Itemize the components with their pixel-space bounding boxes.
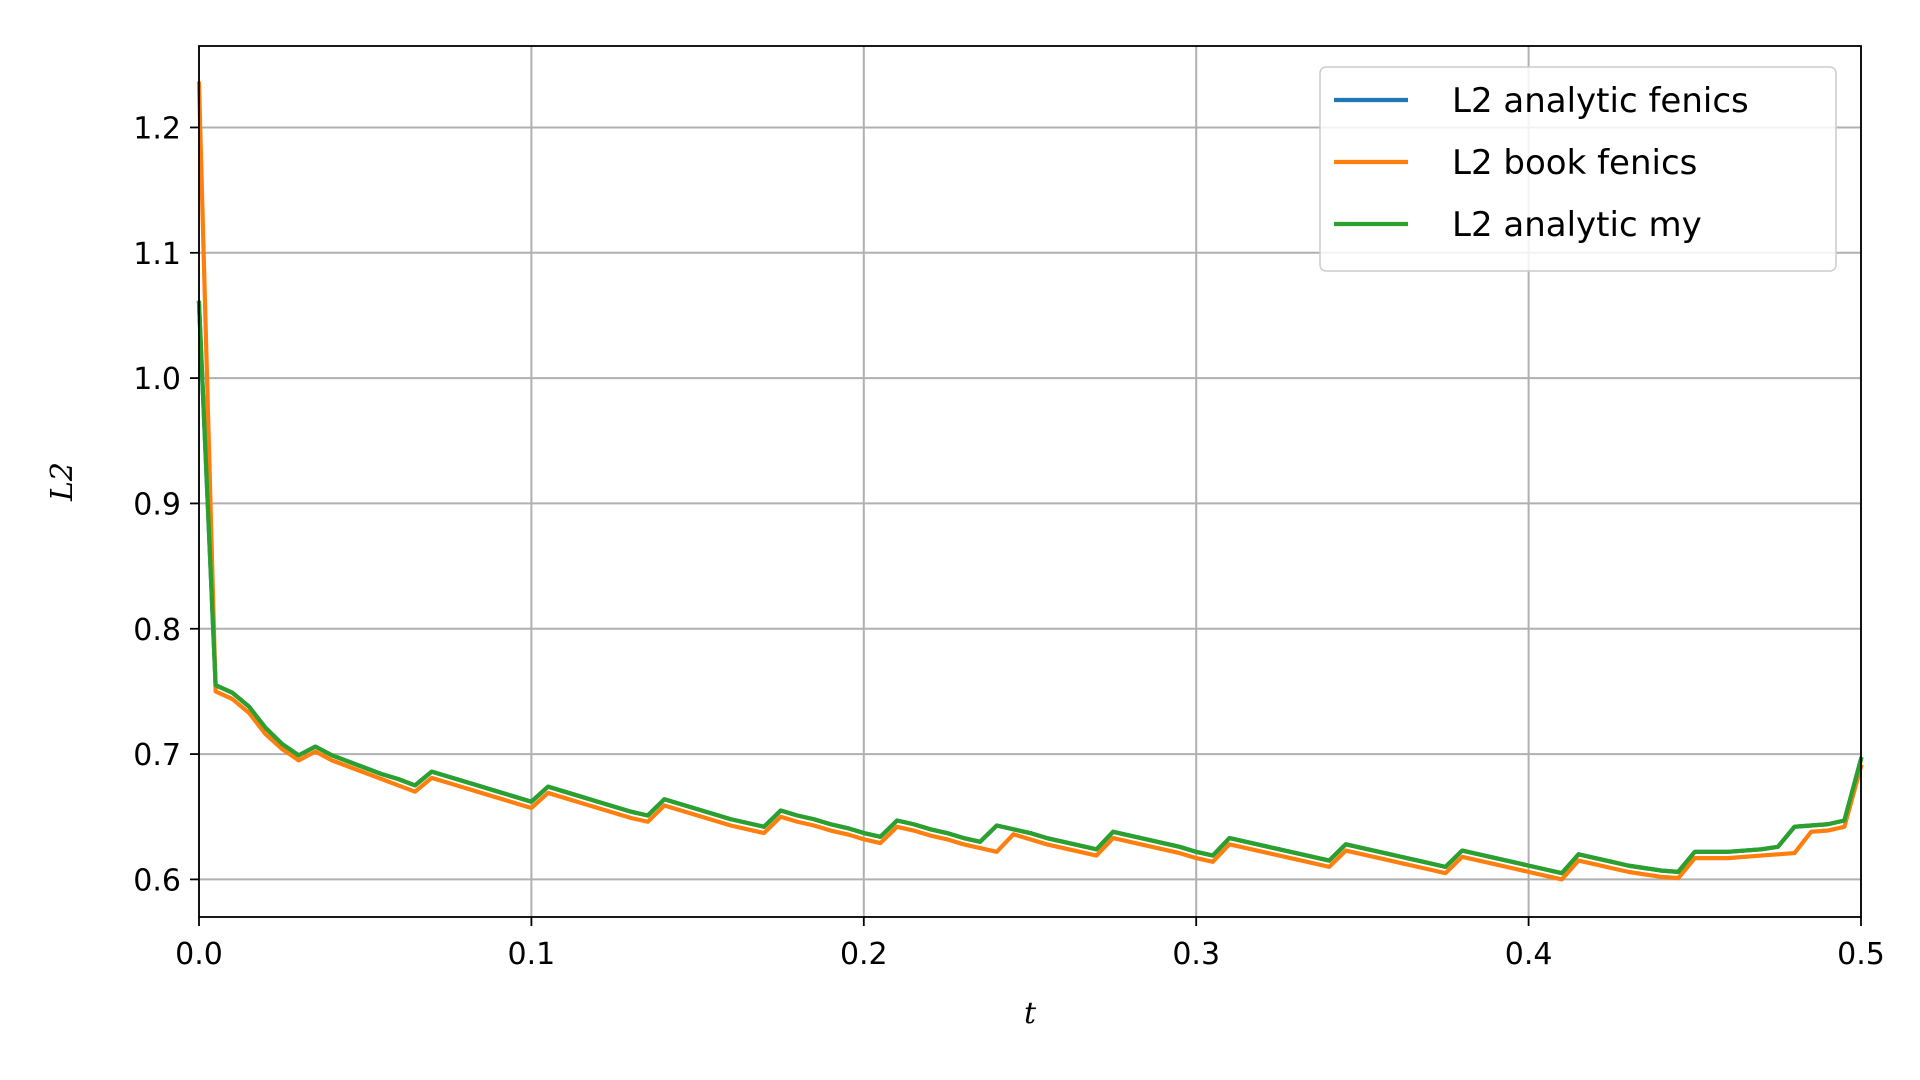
y-tick-label: 0.9 [133,487,181,522]
legend-box [1319,66,1837,272]
legend-label: L2 analytic my [1452,205,1702,245]
y-tick-label: 0.7 [133,738,181,773]
grid [198,46,1862,917]
axes-frame [198,45,1862,918]
y-tick-label: 0.6 [133,863,181,898]
series-line-3 [196,300,1864,876]
x-axis-label: t [1024,996,1037,1031]
y-tick-label: 1.1 [133,237,181,272]
x-tick-label: 0.0 [175,937,223,972]
y-tick-label: 0.8 [133,613,181,648]
legend: L2 analytic fenics L2 book fenics L2 analy… [1319,66,1837,272]
ticks: 0.0 0.1 0.2 0.3 0.4 0.5 0.6 0.7 0.8 0.9 1.0 1.1 1.2 [133,111,1885,972]
x-tick-label: 0.5 [1837,937,1885,972]
x-tick-label: 0.4 [1505,937,1553,972]
x-tick-label: 0.3 [1172,937,1220,972]
series-lines [196,81,1864,882]
x-tick-label: 0.2 [840,937,888,972]
y-tick-label: 1.2 [133,111,181,146]
y-axis-label: L2 [45,462,80,502]
legend-label: L2 book fenics [1452,143,1697,183]
x-tick-label: 0.1 [508,937,556,972]
series-line-2 [196,81,1864,882]
legend-label: L2 analytic fenics [1452,81,1749,121]
y-tick-label: 1.0 [133,362,181,397]
